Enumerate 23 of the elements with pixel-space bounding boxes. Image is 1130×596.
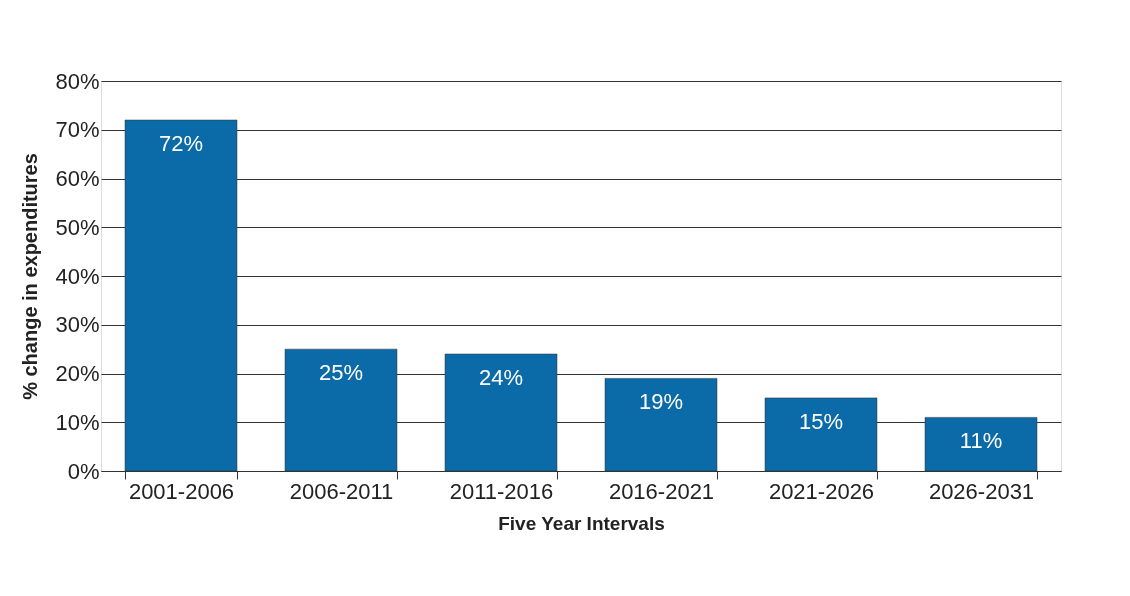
x-tick-label: 2016-2021 [608, 478, 715, 504]
x-tick-label: 2026-2031 [928, 478, 1035, 504]
y-tick-label: 20% [55, 361, 100, 386]
data-label: 11% [959, 428, 1003, 454]
data-label: 19% [638, 389, 684, 415]
y-tick-label: 60% [55, 166, 100, 191]
data-label: 25% [318, 360, 364, 386]
x-tick-label: 2011-2016 [449, 478, 554, 504]
x-tick-label: 2021-2026 [768, 478, 875, 504]
data-label: 24% [478, 365, 524, 390]
y-tick-label: 50% [55, 214, 100, 240]
y-tick-label: 10% [55, 409, 100, 435]
y-tick-label: 80% [55, 68, 100, 94]
data-label: 15% [798, 408, 844, 434]
x-axis-title: Five Year Intervals [498, 512, 665, 534]
y-tick-label: 30% [55, 312, 100, 338]
y-tick-label: 0% [67, 458, 100, 484]
y-axis-title: % change in expenditures [19, 153, 42, 400]
x-tick-label: 2001-2006 [128, 478, 235, 504]
y-tick-label: 70% [55, 117, 100, 143]
y-tick-label: 40% [55, 263, 100, 289]
x-tick-label: 2006-2011 [289, 478, 394, 504]
data-label: 72% [158, 131, 204, 156]
